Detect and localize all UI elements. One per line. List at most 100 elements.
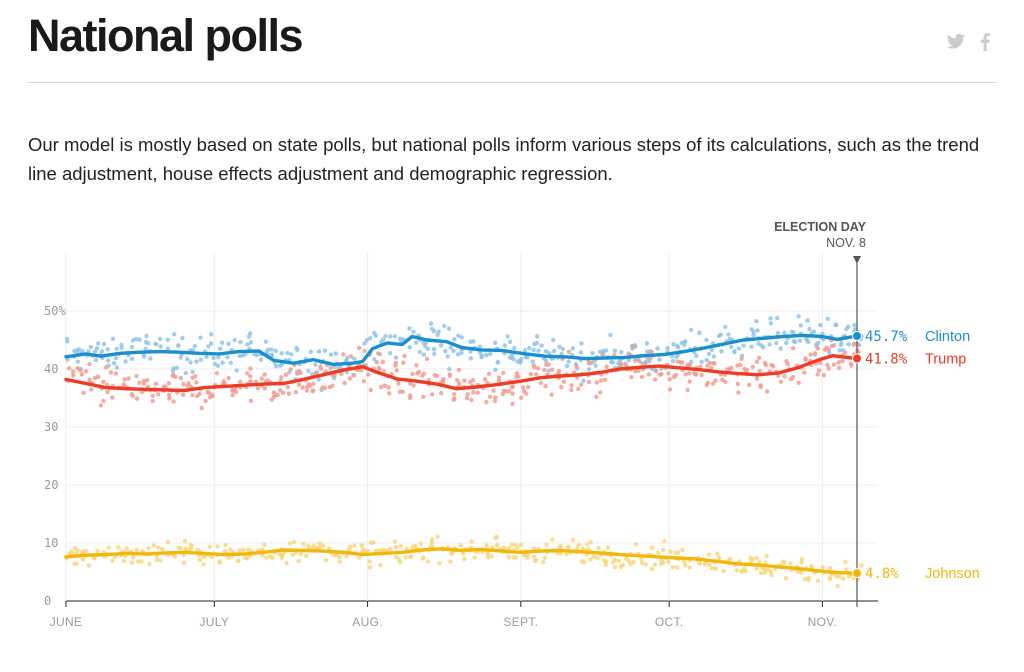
poll-dot	[809, 563, 814, 569]
poll-dot	[729, 344, 734, 350]
poll-dot	[275, 393, 280, 398]
poll-dot	[402, 353, 407, 359]
y-tick-label: 20	[44, 478, 58, 492]
poll-dot	[484, 543, 489, 548]
poll-dot	[666, 371, 671, 376]
facebook-icon[interactable]	[979, 33, 991, 51]
poll-dot	[721, 568, 726, 574]
poll-dot	[437, 561, 442, 566]
poll-dot	[306, 368, 311, 374]
poll-dot	[172, 554, 178, 559]
poll-dot	[203, 398, 208, 404]
end-dot-trump	[852, 353, 862, 364]
poll-dot	[173, 374, 178, 380]
poll-dot	[362, 348, 367, 354]
poll-dot	[176, 343, 181, 348]
poll-dot	[469, 539, 474, 544]
poll-dot	[509, 542, 514, 547]
poll-dot	[378, 563, 383, 568]
x-tick-label: NOV.	[808, 615, 837, 629]
end-value-johnson: 4.8%	[865, 566, 899, 582]
poll-dot	[380, 359, 386, 365]
poll-dot	[665, 346, 670, 351]
poll-dot	[747, 382, 752, 388]
poll-dot	[538, 380, 543, 386]
poll-dot	[110, 336, 116, 341]
poll-dot	[687, 363, 692, 368]
poll-dot	[86, 563, 91, 568]
poll-dot	[649, 349, 654, 354]
poll-dot	[401, 360, 406, 365]
poll-dot	[782, 374, 787, 379]
poll-dot	[83, 549, 89, 554]
poll-dot	[348, 354, 353, 359]
poll-dot	[699, 359, 704, 365]
poll-dot	[738, 362, 743, 368]
poll-dot	[593, 363, 598, 368]
poll-dot	[198, 357, 203, 362]
poll-dot	[687, 371, 692, 376]
poll-dot	[836, 360, 841, 365]
poll-dot	[514, 371, 520, 376]
poll-dot	[716, 333, 722, 339]
poll-dot	[78, 368, 83, 373]
poll-dot	[667, 376, 672, 382]
poll-dot	[496, 375, 502, 380]
poll-dot	[468, 356, 473, 361]
poll-dot	[781, 559, 786, 564]
poll-dot	[166, 392, 172, 398]
poll-dot	[559, 384, 564, 390]
poll-dot	[813, 351, 818, 356]
poll-dot	[477, 344, 482, 349]
poll-dot	[837, 365, 842, 370]
poll-dot	[561, 379, 567, 384]
poll-dot	[484, 353, 489, 358]
poll-dot	[392, 334, 397, 339]
poll-dot	[534, 340, 540, 346]
poll-dot	[365, 548, 371, 554]
poll-dot	[300, 385, 305, 390]
poll-dot	[94, 346, 100, 351]
poll-dot	[322, 385, 328, 391]
poll-dot	[143, 346, 148, 352]
poll-dot	[520, 385, 526, 390]
poll-dot	[245, 371, 250, 376]
poll-dot	[407, 326, 412, 331]
poll-dot	[521, 552, 526, 558]
poll-dot	[414, 363, 419, 368]
poll-dot	[373, 333, 379, 338]
end-value-clinton: 45.7%	[865, 329, 908, 345]
poll-dot	[273, 348, 278, 353]
poll-dot	[704, 337, 709, 343]
poll-dot	[311, 381, 316, 386]
poll-dot	[581, 560, 587, 565]
poll-dot	[796, 314, 801, 319]
poll-dot	[279, 375, 284, 380]
poll-dot	[821, 373, 826, 378]
poll-dot	[417, 349, 422, 355]
poll-dot	[269, 352, 275, 357]
poll-dot	[106, 545, 111, 550]
poll-dot	[153, 341, 158, 347]
twitter-icon[interactable]	[946, 33, 966, 51]
poll-dot	[549, 367, 555, 372]
poll-dot	[105, 347, 110, 352]
poll-dot	[534, 372, 539, 377]
x-tick-label: AUG.	[352, 615, 383, 629]
poll-dot	[264, 555, 269, 560]
poll-dot	[703, 560, 708, 566]
poll-dot	[234, 368, 239, 373]
poll-dot	[92, 349, 98, 354]
poll-dot	[296, 558, 301, 564]
poll-dot	[418, 541, 424, 546]
header-divider	[28, 82, 996, 83]
poll-dot	[220, 340, 225, 345]
poll-dot	[506, 546, 511, 551]
poll-dot	[827, 577, 833, 582]
poll-dot	[757, 559, 762, 564]
poll-dot	[455, 377, 460, 383]
poll-dot	[255, 386, 261, 391]
poll-dot	[420, 556, 426, 561]
poll-dot	[403, 555, 408, 560]
poll-dot	[383, 334, 388, 339]
